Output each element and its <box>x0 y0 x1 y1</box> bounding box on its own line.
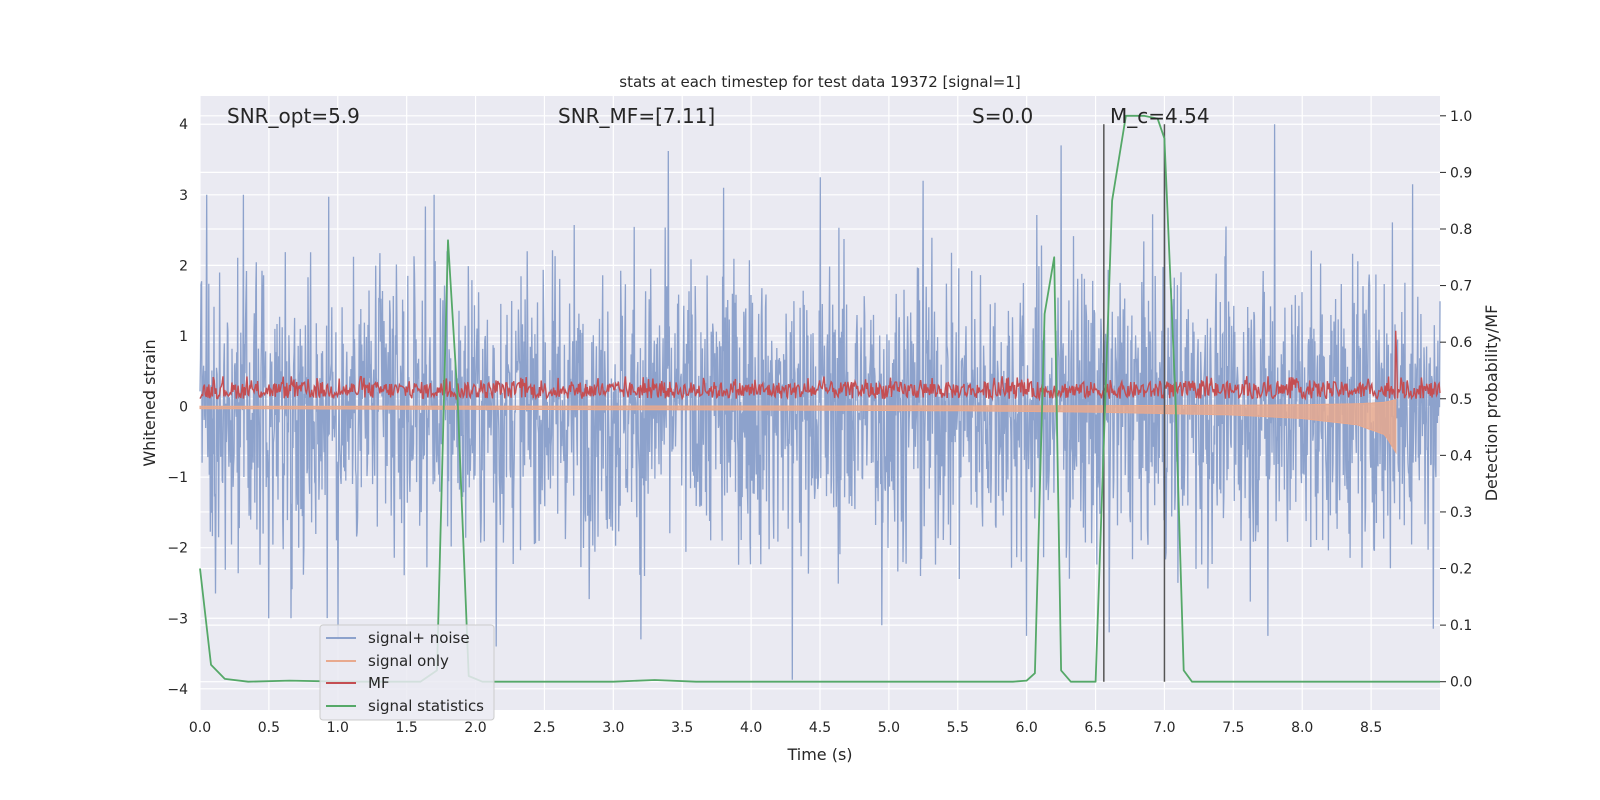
x-tick-label: 5.5 <box>947 720 969 736</box>
x-tick-label: 1.5 <box>396 720 418 736</box>
x-tick-label: 0.5 <box>258 720 280 736</box>
y-axis-label-right: Detection probability/MF <box>1482 305 1501 502</box>
annotation-mc: M_c=4.54 <box>1110 104 1210 128</box>
series-signal-plus-noise <box>199 124 1441 680</box>
x-tick-label: 3.0 <box>602 720 624 736</box>
y-tick-label-left: −2 <box>167 541 188 557</box>
y-tick-label-right: 0.8 <box>1450 222 1472 238</box>
x-tick-label: 6.5 <box>1084 720 1106 736</box>
x-tick-label: 8.5 <box>1360 720 1382 736</box>
y-tick-label-right: 0.5 <box>1450 392 1472 408</box>
y-tick-label-right: 0.1 <box>1450 618 1472 634</box>
x-tick-label: 4.5 <box>809 720 831 736</box>
y-tick-label-right: 0.7 <box>1450 279 1472 295</box>
x-tick-label: 2.0 <box>464 720 486 736</box>
y-tick-label-left: −4 <box>167 682 188 698</box>
x-tick-label: 6.0 <box>1016 720 1038 736</box>
legend-label-signal-statistics: signal statistics <box>368 697 484 715</box>
chart-title: stats at each timestep for test data 193… <box>619 73 1020 91</box>
y-tick-label-left: 1 <box>179 329 188 345</box>
x-tick-label: 7.0 <box>1153 720 1175 736</box>
ticks: 0.0 0.5 1.0 1.5 2.0 2.5 3.0 3.5 4.0 4.5 5.0 5.5 6.0 6… <box>167 109 1472 736</box>
y-tick-label-left: −3 <box>167 611 188 627</box>
y-tick-label-right: 0.2 <box>1450 562 1472 578</box>
x-tick-label: 1.0 <box>327 720 349 736</box>
x-tick-label: 0.0 <box>189 720 211 736</box>
x-axis-label: Time (s) <box>786 745 852 764</box>
y-tick-label-left: −1 <box>167 470 188 486</box>
y-tick-label-left: 4 <box>179 117 188 133</box>
series-mf <box>199 330 1441 402</box>
x-tick-label: 2.5 <box>533 720 555 736</box>
grid <box>199 96 1440 710</box>
annotation-snr-mf: SNR_MF=[7.11] <box>558 104 715 128</box>
x-tick-label: 4.0 <box>740 720 762 736</box>
legend-label-mf: MF <box>368 674 390 692</box>
annotation-s: S=0.0 <box>972 104 1033 128</box>
y-tick-label-right: 0.3 <box>1450 505 1472 521</box>
legend: signal+ noise signal only MF signal stat… <box>319 624 495 721</box>
y-tick-label-left: 3 <box>179 188 188 204</box>
x-tick-label: 8.0 <box>1291 720 1313 736</box>
y-axis-label-left: Whitened strain <box>140 339 159 466</box>
legend-box <box>319 624 495 721</box>
y-tick-label-right: 1.0 <box>1450 109 1472 125</box>
x-tick-label: 7.5 <box>1222 720 1244 736</box>
y-tick-label-right: 0.6 <box>1450 335 1472 351</box>
y-tick-label-left: 0 <box>179 400 188 416</box>
annotations: SNR_opt=5.9 SNR_MF=[7.11] S=0.0 M_c=4.54 <box>227 104 1210 128</box>
x-tick-label: 3.5 <box>671 720 693 736</box>
y-tick-label-right: 0.0 <box>1450 675 1472 691</box>
y-tick-label-left: 2 <box>179 258 188 274</box>
series-signal-only <box>199 398 1397 455</box>
y-tick-label-right: 0.4 <box>1450 448 1472 464</box>
x-tick-label: 5.0 <box>878 720 900 736</box>
legend-label-signal-noise: signal+ noise <box>368 629 470 647</box>
legend-label-signal-only: signal only <box>368 652 449 670</box>
annotation-snr-opt: SNR_opt=5.9 <box>227 104 360 128</box>
y-tick-label-right: 0.9 <box>1450 165 1472 181</box>
